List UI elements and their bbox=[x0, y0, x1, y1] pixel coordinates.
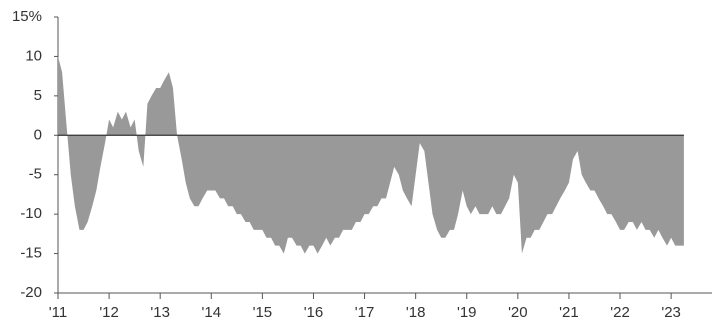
x-tick-label: '11 bbox=[49, 304, 67, 321]
y-tick-label: -10 bbox=[20, 205, 42, 222]
y-tick-label: 0 bbox=[34, 126, 42, 143]
y-tick-label: -15 bbox=[20, 245, 42, 262]
x-tick-label: '22 bbox=[610, 304, 630, 321]
area bbox=[58, 56, 684, 254]
x-tick-label: '12 bbox=[99, 304, 119, 321]
x-tick-label: '20 bbox=[508, 304, 528, 321]
x-tick-label: '14 bbox=[202, 304, 222, 321]
x-tick-label: '23 bbox=[661, 304, 681, 321]
x-tick-label: '18 bbox=[406, 304, 426, 321]
x-tick-label: '17 bbox=[355, 304, 375, 321]
x-tick-label: '13 bbox=[150, 304, 170, 321]
y-tick-label: 15% bbox=[12, 8, 42, 25]
x-tick-label: '19 bbox=[457, 304, 477, 321]
x-tick-label: '15 bbox=[253, 304, 273, 321]
y-tick-label: -5 bbox=[29, 166, 42, 183]
x-tick-label: '16 bbox=[304, 304, 324, 321]
y-tick-label: 10 bbox=[25, 47, 42, 64]
y-tick-label: -20 bbox=[20, 284, 42, 301]
y-tick-label: 5 bbox=[34, 87, 42, 104]
x-tick-label: '21 bbox=[559, 304, 579, 321]
